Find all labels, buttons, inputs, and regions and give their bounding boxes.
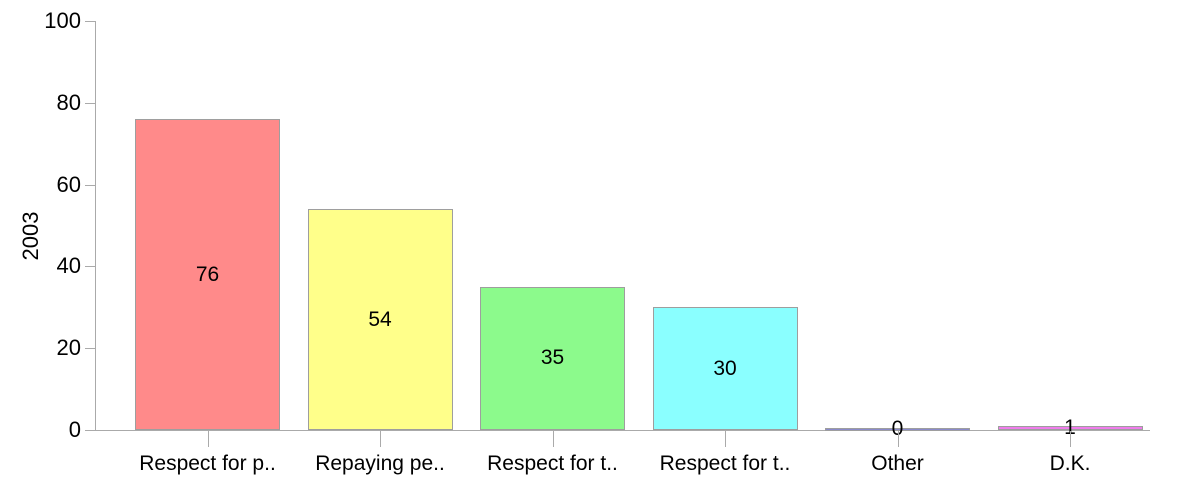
bar-3 (480, 286, 625, 430)
y-axis-line (95, 21, 96, 430)
bar-6 (997, 425, 1143, 430)
x-category-label: Respect for t.. (487, 452, 618, 475)
bar-value-label: 76 (195, 262, 220, 286)
bar-value-label: 30 (713, 356, 737, 380)
x-tick-mark (207, 431, 209, 447)
x-axis-line (95, 430, 1150, 431)
bar-value-label: 54 (368, 307, 392, 331)
y-tick-label: 80 (56, 89, 81, 115)
x-category-label: Other (871, 452, 924, 475)
x-category-label: Respect for t.. (659, 452, 791, 475)
x-tick-mark (552, 431, 554, 447)
y-tick-mark (85, 21, 95, 22)
y-tick-mark (85, 430, 95, 431)
y-tick-label: 100 (44, 8, 81, 33)
x-category-label: Respect for p.. (139, 452, 276, 475)
y-tick-mark (85, 348, 95, 350)
bar-value-label: 0 (891, 416, 904, 440)
bar-1 (135, 119, 280, 430)
x-category-label: Repaying pe.. (315, 452, 445, 475)
bar-value-label: 35 (540, 346, 565, 370)
bar-2 (307, 209, 453, 430)
x-tick-mark (725, 431, 726, 447)
x-tick-mark (380, 431, 381, 447)
y-tick-label: 60 (56, 171, 81, 197)
bar-value-label: 1 (1064, 415, 1076, 439)
y-tick-label: 20 (56, 335, 81, 361)
bar-4 (652, 307, 798, 430)
y-tick-label: 40 (56, 253, 81, 279)
bar-5 (825, 427, 970, 431)
y-tick-mark (85, 266, 95, 268)
x-category-label: D.K. (1049, 452, 1091, 475)
y-tick-mark (85, 184, 95, 186)
y-tick-label: 0 (68, 417, 81, 442)
y-tick-mark (85, 102, 95, 104)
x-tick-mark (897, 431, 899, 447)
x-tick-mark (1070, 431, 1071, 447)
